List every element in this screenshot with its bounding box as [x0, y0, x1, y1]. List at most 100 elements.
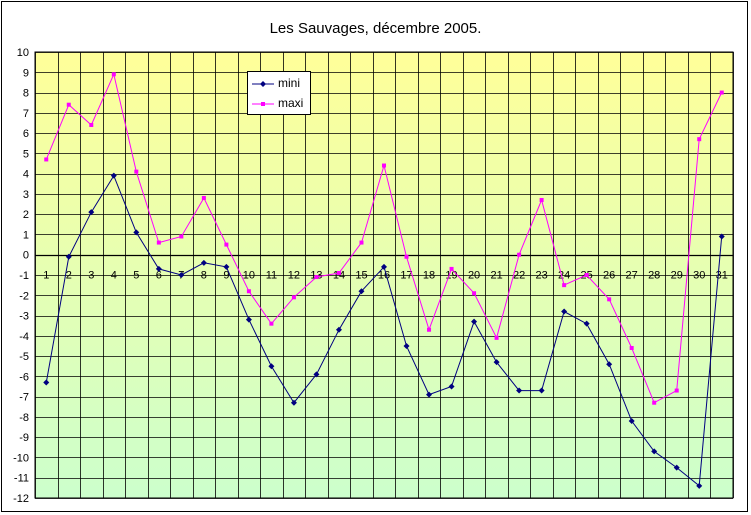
data-point-maxi: [179, 234, 184, 239]
series-group: [43, 72, 725, 489]
data-point-maxi: [336, 270, 341, 275]
data-point-mini: [43, 379, 50, 386]
y-tick-label: -2: [19, 290, 29, 302]
y-tick-label: -6: [19, 371, 29, 383]
data-point-maxi: [674, 388, 679, 393]
x-axis-ticks: 1234567891011121314151617181920212223242…: [43, 270, 728, 282]
data-point-maxi: [697, 137, 702, 142]
data-point-mini: [583, 320, 590, 327]
y-tick-label: -10: [13, 452, 29, 464]
x-tick-label: 22: [513, 270, 525, 282]
data-point-maxi: [449, 266, 454, 271]
x-tick-label: 26: [603, 270, 615, 282]
data-point-maxi: [314, 275, 319, 280]
legend-swatch-mini: [252, 81, 274, 87]
data-point-mini: [290, 399, 297, 406]
y-tick-label: -11: [14, 473, 29, 485]
data-point-mini: [516, 387, 523, 394]
data-point-maxi: [224, 242, 229, 247]
data-point-maxi: [607, 297, 612, 302]
x-tick-label: 21: [490, 270, 502, 282]
data-point-mini: [426, 391, 433, 398]
y-tick-label: 4: [23, 169, 29, 181]
legend-item-maxi: maxi: [248, 94, 312, 114]
data-point-mini: [651, 448, 658, 455]
data-point-mini: [493, 359, 500, 366]
data-point-mini: [133, 229, 140, 236]
data-point-mini: [335, 326, 342, 333]
x-tick-label: 15: [355, 270, 367, 282]
legend-item-mini: mini: [248, 74, 312, 94]
x-tick-label: 10: [243, 270, 255, 282]
y-tick-label: 9: [23, 67, 29, 79]
x-tick-label: 4: [111, 270, 117, 282]
data-point-mini: [606, 361, 613, 368]
y-tick-label: -8: [19, 412, 29, 424]
data-point-mini: [538, 387, 545, 394]
plot-area: [34, 51, 734, 499]
data-point-maxi: [89, 122, 94, 127]
data-point-maxi: [359, 240, 364, 245]
data-point-maxi: [539, 197, 544, 202]
x-tick-label: 27: [626, 270, 638, 282]
x-tick-label: 8: [201, 270, 207, 282]
x-tick-label: 6: [156, 270, 162, 282]
data-point-maxi: [517, 252, 522, 257]
y-tick-label: 3: [23, 189, 29, 201]
y-tick-label: -12: [13, 493, 29, 505]
y-tick-label: -1: [19, 270, 29, 282]
data-point-mini: [696, 482, 703, 489]
data-point-maxi: [494, 335, 499, 340]
data-point-maxi: [427, 327, 432, 332]
x-tick-label: 9: [223, 270, 229, 282]
x-tick-label: 14: [333, 270, 345, 282]
data-point-maxi: [291, 295, 296, 300]
x-tick-label: 18: [423, 270, 435, 282]
x-tick-label: 30: [693, 270, 705, 282]
legend-swatch-maxi: [252, 102, 274, 106]
data-point-maxi: [652, 400, 657, 405]
data-point-maxi: [382, 163, 386, 168]
data-point-mini: [381, 263, 387, 270]
data-point-mini: [673, 464, 680, 471]
data-point-maxi: [44, 157, 49, 162]
data-point-mini: [223, 263, 230, 270]
data-point-mini: [155, 265, 162, 272]
x-tick-label: 24: [558, 270, 570, 282]
data-point-mini: [403, 342, 410, 349]
data-point-maxi: [472, 291, 477, 296]
data-point-mini: [471, 318, 478, 325]
data-point-mini: [200, 259, 207, 266]
data-point-mini: [178, 272, 185, 278]
data-point-maxi: [246, 289, 251, 294]
data-point-mini: [358, 288, 365, 295]
data-point-mini: [65, 253, 72, 260]
y-tick-label: -9: [19, 432, 29, 444]
y-tick-label: 8: [23, 88, 29, 100]
data-point-maxi: [404, 254, 409, 259]
data-point-maxi: [66, 102, 71, 107]
y-tick-label: 1: [23, 229, 29, 241]
data-point-mini: [718, 233, 725, 240]
x-tick-label: 28: [648, 270, 660, 282]
data-point-mini: [245, 316, 252, 323]
x-tick-label: 17: [400, 270, 412, 282]
data-point-maxi: [111, 72, 116, 77]
y-tick-label: 7: [23, 108, 29, 120]
data-point-maxi: [719, 90, 724, 95]
x-tick-label: 2: [66, 270, 72, 282]
x-tick-label: 12: [288, 270, 300, 282]
data-point-mini: [448, 383, 455, 390]
legend-label-mini: mini: [278, 76, 301, 90]
data-point-maxi: [156, 240, 161, 245]
legend: mini maxi: [247, 71, 311, 115]
x-tick-label: 11: [266, 270, 277, 282]
data-point-maxi: [134, 169, 139, 174]
chart-title: Les Sauvages, décembre 2005.: [269, 20, 482, 37]
y-tick-label: -5: [19, 351, 29, 363]
y-tick-label: 2: [23, 209, 29, 221]
data-point-mini: [110, 172, 117, 179]
legend-label-maxi: maxi: [278, 96, 304, 110]
